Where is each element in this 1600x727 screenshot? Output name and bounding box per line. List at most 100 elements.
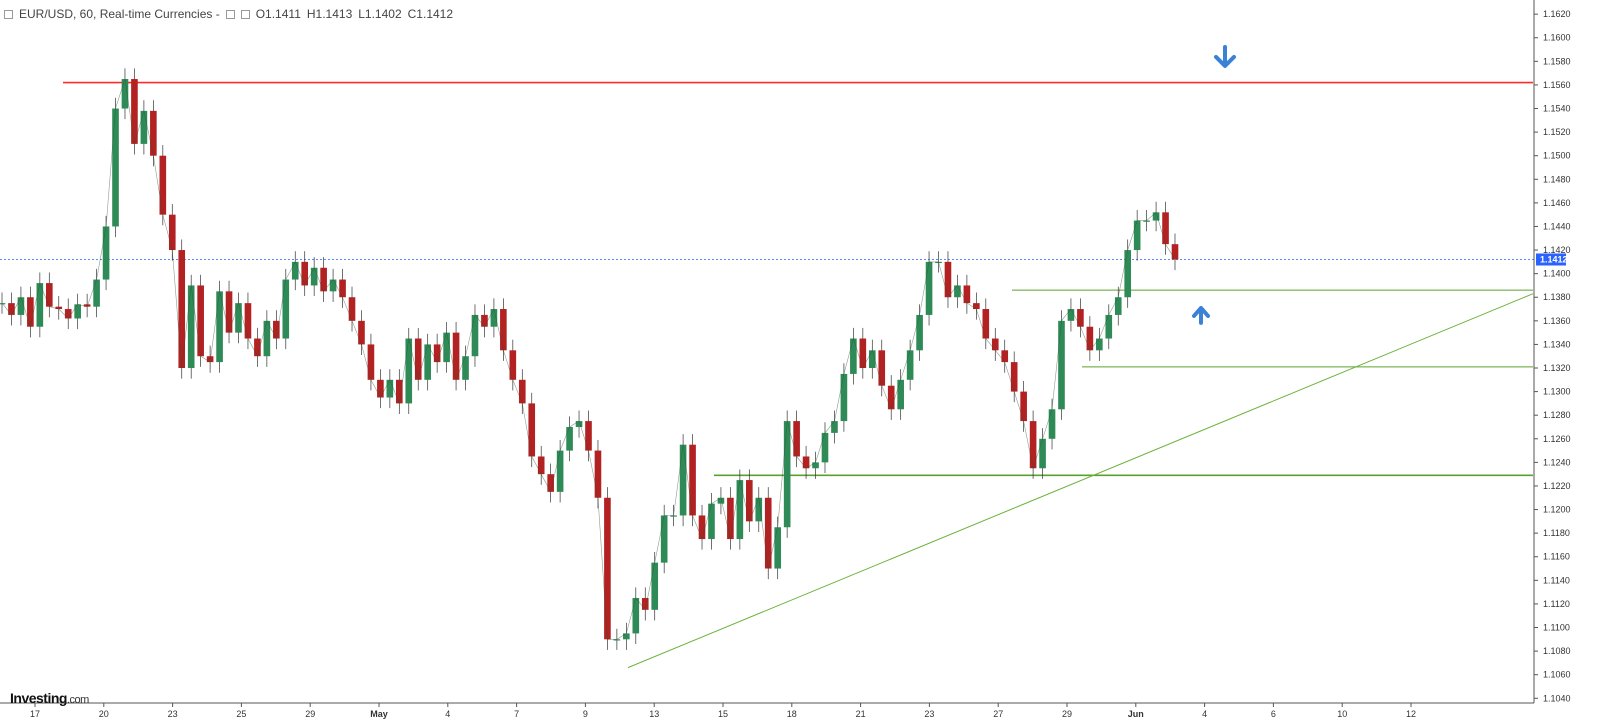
candle-body: [282, 279, 290, 339]
price-tick-label: 1.1300: [1543, 387, 1571, 397]
arrow-shape: [1192, 305, 1210, 325]
candle-body: [547, 474, 554, 492]
candle-body: [537, 456, 545, 475]
candle-body: [131, 79, 138, 144]
candle-body: [575, 421, 583, 427]
candle-body: [225, 291, 233, 333]
price-tick-label: 1.1420: [1543, 245, 1571, 255]
time-tick-label: 6: [1271, 709, 1276, 719]
candle-body: [1058, 320, 1065, 410]
price-tick-label: 1.1460: [1543, 198, 1571, 208]
price-tick-label: 1.1200: [1543, 505, 1571, 515]
candle-body: [17, 297, 25, 315]
candle-body: [887, 385, 895, 410]
investing-logo: Investing.com: [10, 690, 89, 706]
price-tick-label: 1.1100: [1543, 623, 1570, 633]
close-value: C1.1412: [407, 7, 454, 21]
price-tick-label: 1.1380: [1543, 292, 1571, 302]
candle-body: [244, 303, 252, 339]
price-tick-label: 1.1360: [1543, 316, 1571, 326]
trend-line[interactable]: [627, 293, 1534, 669]
candle-body: [1048, 409, 1056, 439]
time-tick-label: 15: [718, 709, 728, 719]
candle-body: [443, 332, 450, 363]
candle-body: [897, 379, 904, 410]
candle-body: [64, 309, 72, 319]
low-value: L1.1402: [358, 7, 402, 21]
candle-body: [774, 527, 782, 569]
candle-body: [604, 497, 611, 640]
time-tick-label: 20: [99, 709, 109, 719]
candle-body: [386, 379, 394, 398]
candle-body: [358, 320, 365, 345]
candle-body: [395, 379, 403, 404]
price-tick-label: 1.1120: [1543, 599, 1570, 609]
candle-body: [632, 598, 640, 634]
candle-body: [764, 497, 772, 569]
collapse-icon[interactable]: [4, 9, 13, 19]
candle-body: [963, 285, 971, 304]
price-tick-label: 1.1280: [1543, 410, 1571, 420]
candle-body: [670, 515, 677, 517]
candle-body: [1171, 244, 1179, 260]
candle-body: [1162, 212, 1169, 245]
candle-body: [1010, 362, 1018, 392]
candle-body: [405, 338, 413, 404]
arrow-down-icon: [1214, 44, 1236, 68]
candle-body: [112, 108, 119, 227]
candle-body: [991, 338, 999, 351]
time-tick-label: 7: [514, 709, 519, 719]
candle-body: [821, 432, 829, 463]
candle-body: [187, 285, 195, 369]
candle-body: [320, 267, 327, 292]
time-tick-label: 23: [924, 709, 934, 719]
candle-body: [1114, 297, 1122, 315]
price-tick-label: 1.1340: [1543, 339, 1571, 349]
candle-body: [1086, 326, 1094, 351]
candle-body: [1124, 250, 1132, 298]
candle-body: [471, 314, 479, 357]
candle-body: [689, 444, 696, 516]
time-tick-label: 21: [856, 709, 866, 719]
candle-body: [566, 426, 573, 451]
candle-body: [641, 598, 649, 610]
candle-body: [1143, 220, 1150, 222]
high-value: H1.1413: [306, 7, 353, 21]
visibility-icon[interactable]: [225, 9, 235, 19]
candle-body: [301, 261, 309, 286]
time-tick-label: 9: [583, 709, 588, 719]
price-tick-label: 1.1040: [1543, 693, 1571, 703]
candle-body: [206, 356, 214, 363]
candle-body: [1152, 212, 1160, 221]
candle-body: [727, 497, 734, 540]
candle-body: [660, 515, 668, 563]
candle-body: [273, 320, 280, 339]
time-tick-label: 4: [445, 709, 450, 719]
candle-body: [831, 421, 838, 433]
candle-body: [916, 314, 923, 351]
candle-body: [736, 480, 744, 540]
price-tick-label: 1.1320: [1543, 363, 1571, 373]
candle-body: [8, 303, 15, 315]
candle-body: [433, 344, 441, 363]
candle-body: [613, 639, 621, 641]
candle-body: [1105, 314, 1113, 339]
candle-body: [973, 303, 980, 310]
time-tick-label: 29: [305, 709, 315, 719]
candle-body: [452, 332, 460, 380]
candle-body: [509, 350, 517, 380]
price-tick-label: 1.1440: [1543, 221, 1571, 231]
time-axis[interactable]: 17 20 23 25 29 May 4 7 9 13 15 18 21 23 27 29 Jun 4 6 10 12: [30, 703, 1416, 719]
candle-body: [755, 497, 763, 522]
symbol-label[interactable]: EUR/USD, 60, Real-time Currencies -: [19, 7, 220, 21]
candle-body: [254, 338, 261, 357]
time-tick-label: 29: [1062, 709, 1072, 719]
candle-body: [424, 344, 431, 380]
candle-body: [1029, 421, 1037, 469]
time-tick-label: 23: [168, 709, 178, 719]
current-price-badge: [1536, 253, 1566, 266]
price-tick-label: 1.1180: [1543, 528, 1570, 538]
settings-icon[interactable]: [240, 9, 250, 19]
price-axis[interactable]: 1.1620 1.1600 1.1580 1.1560 1.1540 1.1520 1.15…: [1534, 9, 1571, 703]
